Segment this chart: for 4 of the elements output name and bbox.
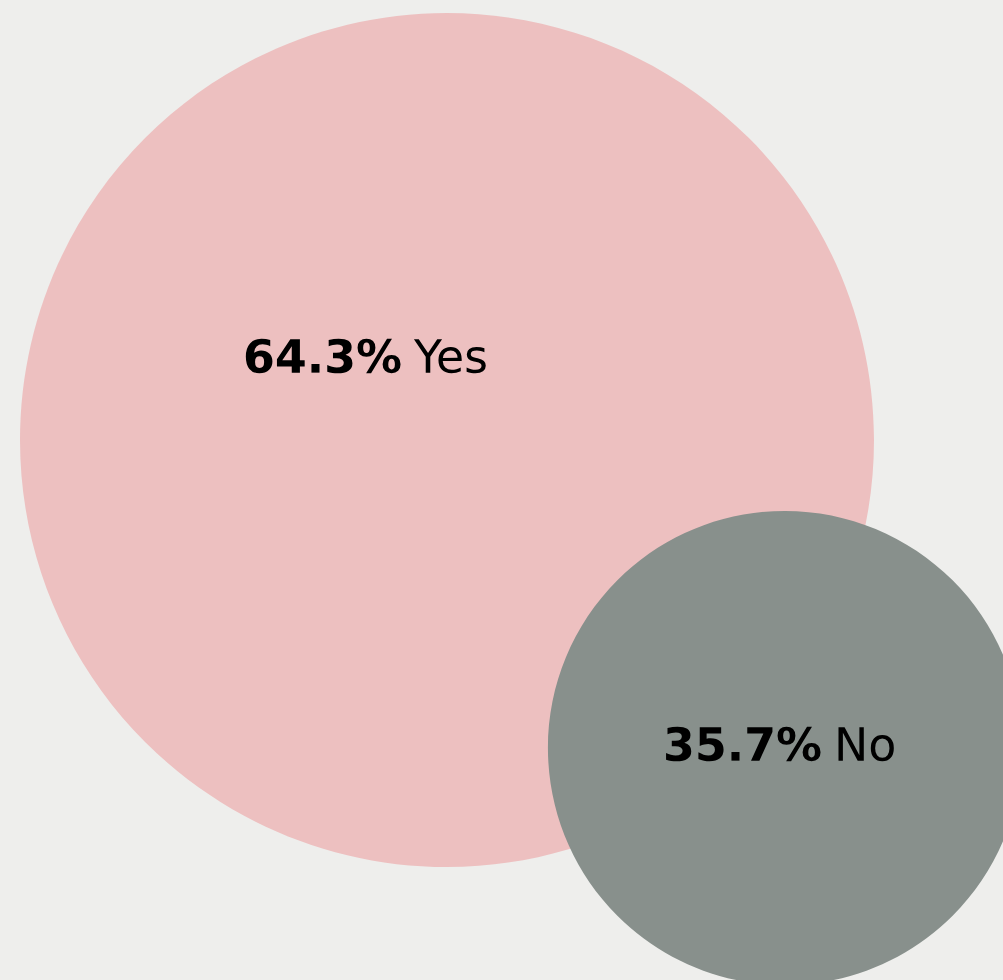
category-label: Yes xyxy=(413,339,486,374)
category-label: No xyxy=(838,727,894,762)
data-label: 64.3% xyxy=(245,338,401,374)
data-label: 35.7% xyxy=(666,726,821,762)
